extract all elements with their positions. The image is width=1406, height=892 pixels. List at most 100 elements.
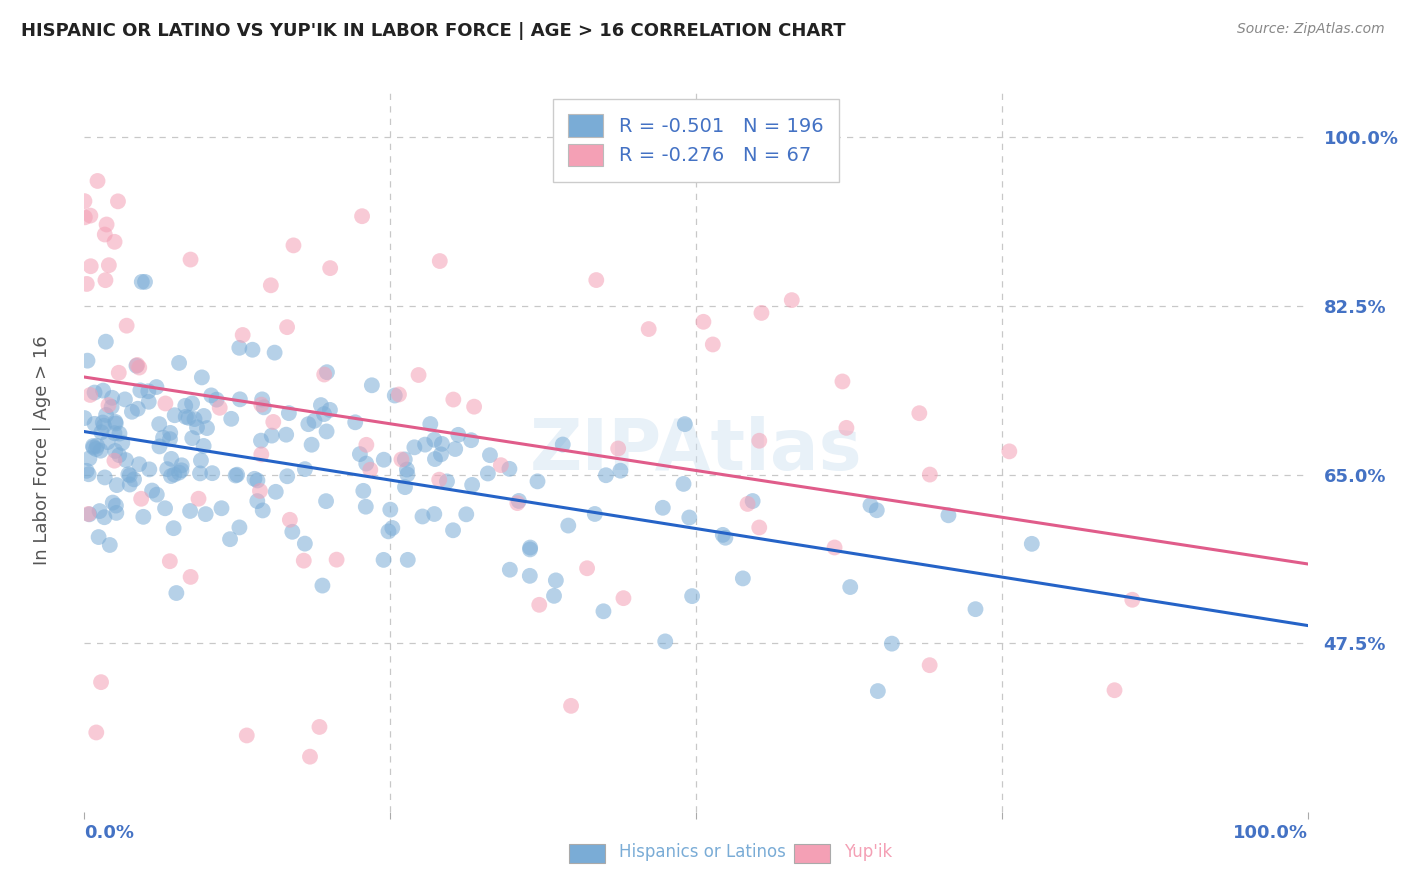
Point bbox=[162, 521, 184, 535]
Point bbox=[167, 356, 190, 370]
Point bbox=[461, 478, 484, 492]
Point bbox=[165, 586, 187, 600]
Point bbox=[73, 194, 96, 208]
Point bbox=[163, 409, 186, 423]
Point bbox=[84, 442, 107, 456]
Point bbox=[277, 406, 299, 420]
Point bbox=[319, 261, 342, 276]
Point bbox=[79, 388, 101, 402]
Point bbox=[294, 462, 316, 476]
Point bbox=[264, 484, 287, 499]
Point bbox=[748, 434, 770, 448]
Point bbox=[153, 501, 176, 516]
Point bbox=[477, 467, 499, 481]
Point bbox=[107, 194, 129, 209]
Point bbox=[714, 531, 737, 545]
Point bbox=[423, 433, 446, 447]
Point bbox=[104, 499, 127, 513]
Point bbox=[104, 417, 127, 431]
Point bbox=[103, 453, 125, 467]
Point bbox=[423, 507, 446, 521]
Point bbox=[250, 392, 273, 407]
Point bbox=[859, 498, 882, 512]
Point bbox=[460, 433, 482, 447]
Point bbox=[373, 553, 395, 567]
Point bbox=[283, 238, 305, 252]
Point bbox=[1104, 683, 1126, 698]
Point bbox=[560, 698, 582, 713]
Point bbox=[94, 408, 117, 422]
Point bbox=[90, 443, 112, 458]
Point bbox=[98, 538, 121, 552]
Point bbox=[73, 211, 96, 225]
Point bbox=[592, 604, 614, 618]
Point bbox=[557, 518, 579, 533]
Point bbox=[79, 508, 101, 522]
Point bbox=[544, 574, 567, 588]
Point bbox=[194, 507, 217, 521]
Point bbox=[77, 507, 100, 521]
Point bbox=[91, 416, 114, 430]
Point bbox=[508, 494, 530, 508]
Point bbox=[160, 469, 183, 483]
Point bbox=[201, 466, 224, 480]
Point bbox=[447, 427, 470, 442]
Point bbox=[880, 637, 903, 651]
Point bbox=[352, 483, 374, 498]
Point bbox=[91, 384, 114, 398]
Point bbox=[94, 227, 117, 242]
Point bbox=[381, 521, 404, 535]
Point bbox=[294, 536, 316, 550]
Point bbox=[384, 388, 406, 402]
Point bbox=[498, 462, 520, 476]
Point bbox=[1021, 537, 1043, 551]
Point bbox=[529, 598, 551, 612]
Point bbox=[478, 448, 501, 462]
Point bbox=[583, 507, 606, 521]
Point bbox=[100, 400, 122, 414]
Point bbox=[419, 417, 441, 431]
Point bbox=[609, 464, 631, 478]
Point bbox=[354, 500, 377, 514]
Point bbox=[170, 458, 193, 473]
Point bbox=[145, 380, 167, 394]
Point bbox=[391, 452, 413, 467]
Point bbox=[519, 541, 541, 555]
Point bbox=[101, 495, 124, 509]
Point bbox=[236, 728, 259, 742]
Point bbox=[146, 488, 169, 502]
Point bbox=[94, 470, 117, 484]
Point bbox=[436, 475, 458, 489]
Point bbox=[187, 491, 209, 506]
Point bbox=[607, 442, 630, 456]
Point bbox=[281, 524, 304, 539]
Point bbox=[612, 591, 634, 606]
Point bbox=[430, 447, 453, 461]
Point bbox=[93, 510, 115, 524]
Point bbox=[159, 425, 181, 440]
Point bbox=[76, 464, 98, 478]
Point bbox=[129, 491, 152, 506]
Point bbox=[174, 399, 197, 413]
Point bbox=[84, 725, 107, 739]
Point bbox=[576, 561, 599, 575]
Point bbox=[866, 684, 889, 698]
Point bbox=[97, 258, 120, 272]
Point bbox=[253, 401, 276, 415]
Point bbox=[159, 432, 181, 446]
Point bbox=[246, 494, 269, 508]
Point bbox=[315, 425, 337, 439]
Legend: R = -0.501   N = 196, R = -0.276   N = 67: R = -0.501 N = 196, R = -0.276 N = 67 bbox=[553, 99, 839, 182]
Point bbox=[678, 510, 700, 524]
Point bbox=[413, 437, 436, 451]
Point bbox=[127, 401, 149, 416]
Point bbox=[396, 467, 419, 482]
Point bbox=[90, 675, 112, 690]
Point bbox=[232, 328, 254, 343]
Point bbox=[394, 480, 416, 494]
Point bbox=[155, 396, 177, 410]
Point bbox=[250, 434, 273, 448]
Point bbox=[824, 541, 846, 555]
Point bbox=[489, 458, 512, 473]
Point bbox=[86, 439, 108, 453]
